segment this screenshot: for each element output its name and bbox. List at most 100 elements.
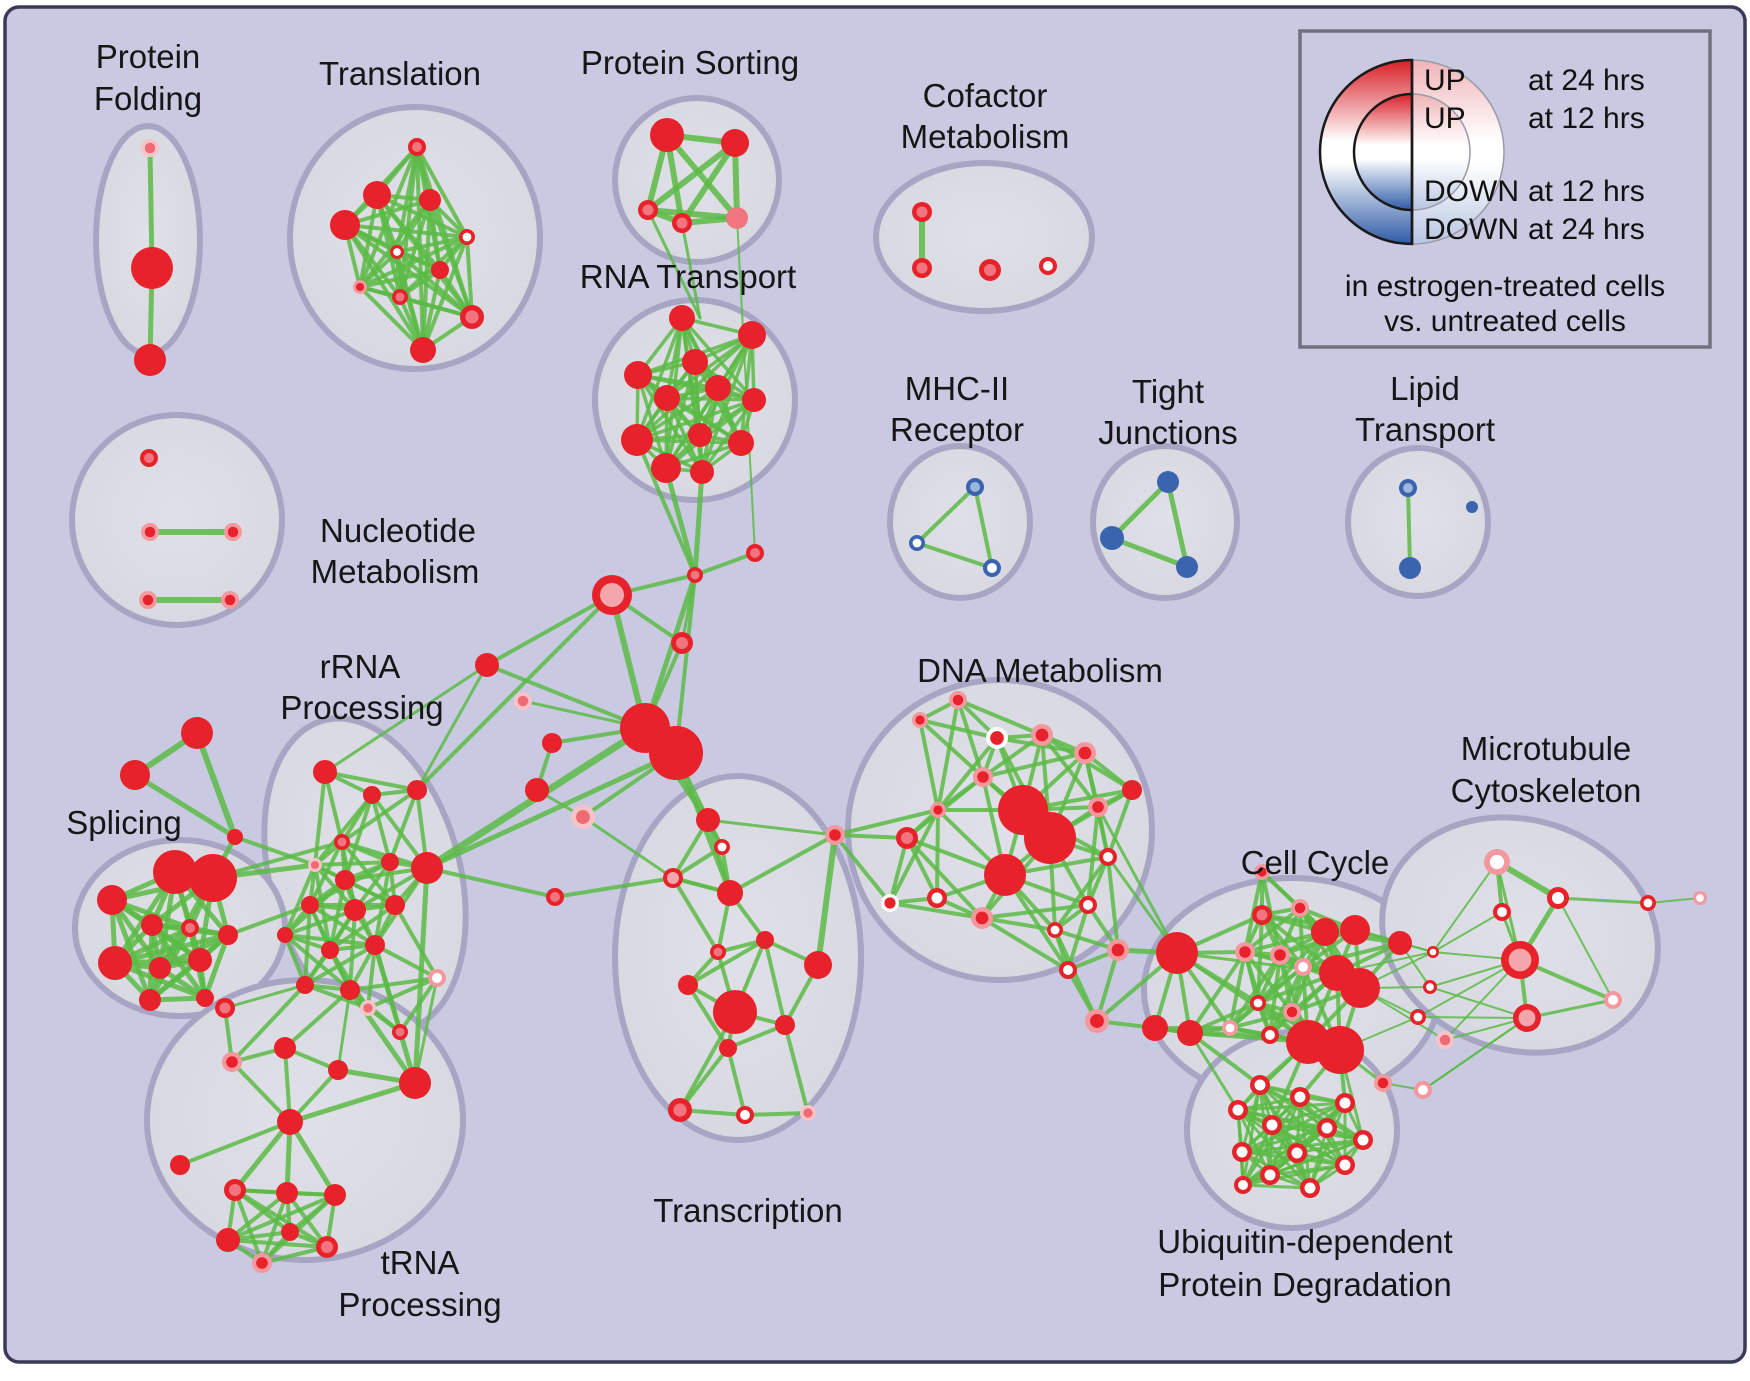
interaction-edge [336,988,352,1072]
interaction-edge [194,730,238,840]
interaction-edge [132,772,238,840]
interaction-edge [1106,855,1120,952]
gene-node-core-dna-metabolism [1083,900,1093,910]
interaction-edge [915,541,994,570]
node-layer [97,118,1707,1273]
gene-node-lipid-transport [1466,501,1478,513]
gene-node-core-ubiquitin-degradation [1339,1159,1351,1171]
gene-node-core-translation [412,142,422,152]
gene-node-hub [120,760,150,790]
gene-node-core-ubiquitin-degradation [1266,1119,1278,1131]
gene-node-core-dna-metabolism [915,715,925,725]
gene-node-core-cell-cycle [1298,962,1308,972]
cluster-label: RNA Transport [580,258,796,295]
cluster-label: Protein Sorting [581,44,799,81]
gene-node-core-ubiquitin-degradation [1304,1182,1316,1194]
interaction-edge [323,663,489,774]
interaction-edge [1188,1031,1262,1087]
interaction-edge [303,943,377,987]
gene-node-core-cofactor-metabolism [1043,261,1053,271]
gene-node-core-transcription [717,842,727,852]
interaction-edge [726,1023,787,1050]
interaction-edge [415,593,614,792]
interaction-edge [1422,1017,1528,1091]
gene-node-translation [410,337,436,363]
gene-node-core-dna-metabolism [1092,801,1104,813]
interaction-edge [935,808,940,900]
interaction-edge [1095,948,1120,1023]
gene-node-core-cell-cycle [1256,909,1268,921]
interaction-edge [581,815,675,880]
interaction-edge [665,333,754,400]
interaction-edge [833,833,892,905]
gene-node-core-hub [690,570,700,580]
gene-node-splicing [153,850,197,894]
cluster-label: Splicing [66,804,182,841]
gene-node-core-microtubule-cytoskeleton [1497,907,1507,917]
interaction-edge [645,140,738,213]
gene-node-core-hub [600,583,624,607]
gene-node-trna-processing [274,1037,296,1059]
interaction-edge [918,718,985,779]
gene-node-core-transcription [803,1108,813,1118]
interaction-edge [283,933,377,947]
interaction-edge [388,788,419,864]
interaction-edge [980,916,1070,972]
gene-node-core-trna-processing [226,1056,238,1068]
legend-up24-state: UP [1424,64,1466,97]
gene-node-splicing [218,925,238,945]
gene-node-core-rrna-processing [310,860,320,870]
gene-node-rrna-processing [381,853,399,871]
gene-node-rrna-processing [344,899,366,921]
interaction-edge [833,833,909,840]
gene-node-core-dna-metabolism [975,911,989,925]
gene-node-tight-junctions [1100,526,1124,550]
gene-node-core-transcription [740,1110,750,1120]
interaction-edge [308,840,344,907]
interaction-edge [372,942,418,1086]
gene-node-core-dna-metabolism [1063,965,1073,975]
interaction-edge [226,1193,337,1242]
cluster-ellipse-lipid-transport [1345,445,1491,599]
interaction-edge [230,983,307,1064]
gene-node-rrna-processing [321,941,339,959]
gene-node-core-cofactor-metabolism [916,262,928,274]
gene-node-core-ubiquitin-degradation [1294,1091,1306,1103]
gene-node-core-ubiquitin-degradation [1264,1169,1276,1181]
gene-node-core-microtubule-cytoskeleton [1643,898,1653,908]
gene-node-splicing [196,989,214,1007]
gene-node-core-hub [576,810,590,824]
interaction-edge [726,1046,747,1117]
interaction-edge [888,836,909,905]
interaction-edge [465,235,474,319]
gene-node-core-ubiquitin-degradation [1238,1180,1248,1190]
interaction-edge [1268,965,1305,1037]
gene-node-protein-folding [131,247,173,289]
cluster-label: Cytoskeleton [1451,772,1642,809]
gene-node-rrna-processing [407,780,427,800]
gene-node-core-dna-metabolism [900,831,914,845]
gene-node-core-trna-processing [219,1002,231,1014]
gene-node-core-dna-metabolism [829,829,841,841]
gene-node-core-dna-metabolism [1111,943,1125,957]
interaction-edge [178,1120,292,1167]
gene-node-core-mhc-ii-receptor [970,482,980,492]
interaction-edge [287,1080,418,1125]
gene-node-splicing [188,948,212,972]
interaction-edge [1086,805,1100,907]
gene-node-dna-metabolism [1122,780,1142,800]
interaction-edge [956,698,985,779]
gene-node-rrna-processing [296,976,314,994]
gene-node-core-cell-cycle [1257,867,1267,877]
gene-node-trna-processing [324,1184,346,1206]
gene-node-translation [431,261,449,279]
interaction-edge [233,835,317,867]
interaction-edge [918,718,999,740]
interaction-edge [1295,1138,1365,1155]
interaction-edge [635,438,743,445]
gene-node-dna-metabolism [1024,812,1076,864]
gene-node-tight-junctions [1157,471,1179,493]
interaction-edge [1165,479,1190,570]
cluster-label: Microtubule [1461,730,1632,767]
gene-node-core-transcription [673,1103,687,1117]
